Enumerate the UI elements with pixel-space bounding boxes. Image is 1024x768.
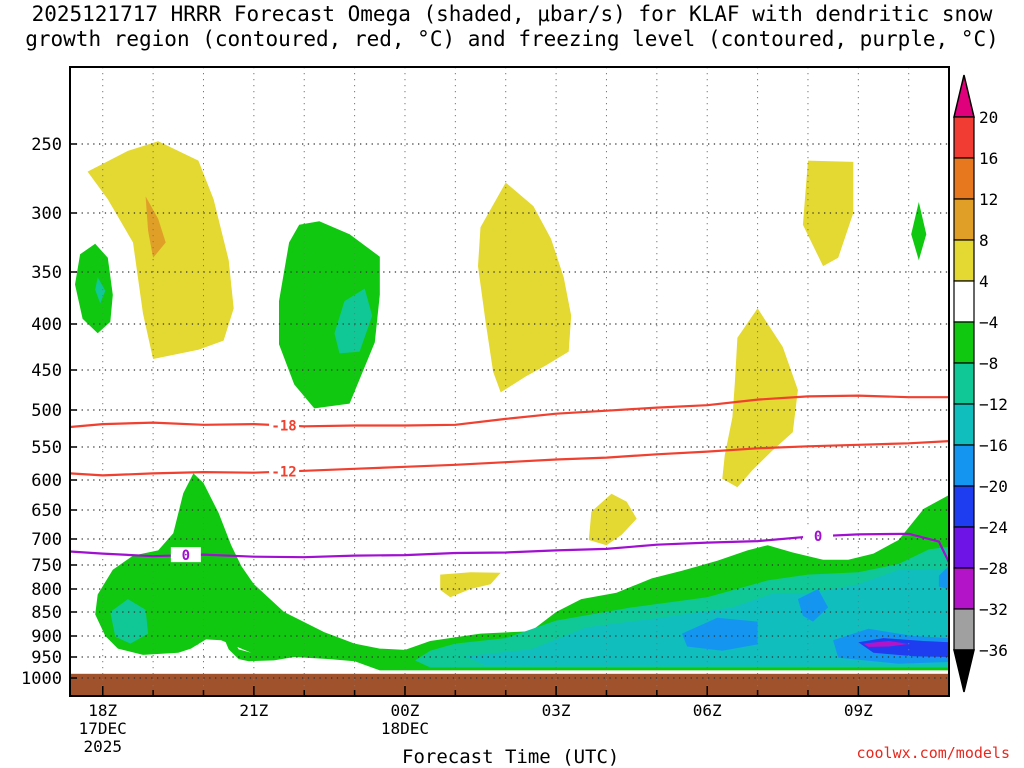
colorbar-label: −28: [979, 559, 1008, 578]
colorbar-bin: [953, 608, 975, 651]
colorbar-label: 16: [979, 149, 998, 168]
colorbar-max-arrow: [953, 74, 975, 118]
x-tick-label: 21Z: [239, 701, 268, 720]
omega-region: [110, 599, 149, 644]
y-tick-label: 500: [31, 401, 62, 421]
contour-line: [70, 532, 949, 563]
colorbar-bin: [953, 198, 975, 241]
x-axis-title: Forecast Time (UTC): [402, 746, 620, 768]
omega-region: [722, 308, 798, 488]
colorbar-label: −8: [979, 354, 998, 373]
x-tick-label: 17DEC: [79, 719, 127, 738]
y-tick-label: 450: [31, 361, 62, 381]
y-tick-label: 950: [31, 648, 62, 668]
colorbar-label: −32: [979, 600, 1008, 619]
omega-region: [95, 277, 106, 304]
colorbar-label: 8: [979, 231, 989, 250]
y-tick-label: 750: [31, 556, 62, 576]
contour-label-bg: [170, 547, 201, 563]
omega-region: [682, 617, 758, 651]
colorbar-label: −4: [979, 313, 998, 332]
contour-label: -12: [271, 465, 296, 481]
colorbar-label: 12: [979, 190, 998, 209]
colorbar-label: −24: [979, 518, 1008, 537]
x-tick-label: 18DEC: [381, 719, 429, 738]
credit-link[interactable]: coolwx.com/models: [856, 744, 1010, 762]
contour-label-bg: [269, 463, 300, 479]
y-tick-label: 850: [31, 603, 62, 623]
omega-region: [863, 641, 909, 647]
omega-region: [75, 243, 113, 334]
x-tick-label: 06Z: [693, 701, 722, 720]
omega-region: [87, 141, 234, 359]
colorbar-bin: [953, 403, 975, 446]
colorbar-bin: [953, 239, 975, 282]
colorbar-bin: [953, 485, 975, 528]
x-tick-label: 03Z: [542, 701, 571, 720]
colorbar-label: −36: [979, 641, 1008, 660]
colorbar-bin: [953, 116, 975, 159]
colorbar-bin: [953, 567, 975, 610]
y-tick-label: 700: [31, 530, 62, 550]
colorbar-bin: [953, 157, 975, 200]
omega-region: [588, 493, 637, 546]
y-tick-label: 400: [31, 315, 62, 335]
contour-label: -18: [271, 418, 296, 434]
colorbar-label: 20: [979, 108, 998, 127]
omega-region: [478, 182, 572, 393]
contour-label: 0: [182, 548, 190, 564]
title-line-2: growth region (contoured, red, °C) and f…: [25, 27, 999, 51]
y-tick-label: 350: [31, 263, 62, 283]
omega-region: [938, 566, 949, 589]
x-tick-label: 00Z: [391, 701, 420, 720]
x-tick-label: 09Z: [844, 701, 873, 720]
contour-line: [70, 394, 949, 429]
terrain-ground: [70, 673, 949, 696]
x-tick-label: 18Z: [88, 701, 117, 720]
y-tick-label: 600: [31, 471, 62, 491]
colorbar-label: 4: [979, 272, 989, 291]
plot-frame: [69, 66, 950, 697]
omega-region: [802, 160, 854, 267]
colorbar-bin: [953, 280, 975, 323]
contour-label-bg: [803, 528, 834, 544]
colorbar-bin: [953, 526, 975, 569]
colorbar-label: −16: [979, 436, 1008, 455]
omega-region: [334, 288, 373, 354]
omega-region: [145, 196, 166, 258]
contour-line: [70, 440, 949, 477]
colorbar-bin: [953, 321, 975, 364]
y-tick-label: 250: [31, 135, 62, 155]
colorbar-bin: [953, 362, 975, 405]
title-line-1: 2025121717 HRRR Forecast Omega (shaded, …: [31, 2, 993, 26]
y-tick-label: 900: [31, 627, 62, 647]
colorbar-label: −12: [979, 395, 1008, 414]
omega-region: [911, 202, 927, 261]
contour-label-bg: [269, 417, 300, 433]
y-tick-label: 800: [31, 580, 62, 600]
y-tick-label: 300: [31, 204, 62, 224]
omega-region: [465, 568, 949, 667]
colorbar-min-arrow: [953, 649, 975, 693]
colorbar-bin: [953, 444, 975, 487]
y-tick-label: 650: [31, 501, 62, 521]
colorbar-label: −20: [979, 477, 1008, 496]
y-tick-label: 1000: [21, 669, 62, 689]
x-tick-label: 2025: [83, 737, 122, 756]
contour-label: 0: [814, 529, 822, 545]
y-tick-label: 550: [31, 438, 62, 458]
omega-region: [797, 589, 829, 622]
chart-title: 2025121717 HRRR Forecast Omega (shaded, …: [0, 2, 1024, 52]
omega-region: [440, 572, 501, 598]
